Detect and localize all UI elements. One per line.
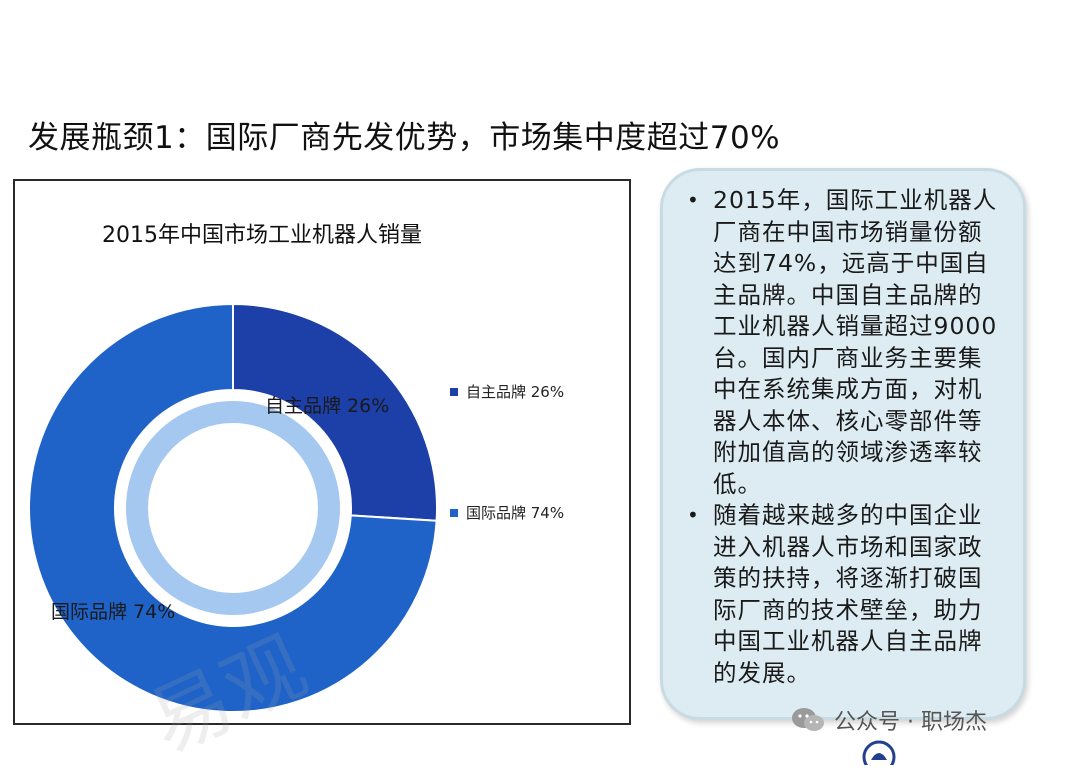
logo-icon xyxy=(862,740,896,765)
chart-container: 2015年中国市场工业机器人销量 易观 自主品牌 26% 国际品牌 74% 自主… xyxy=(13,179,631,771)
bullet-point: 随着越来越多的中国企业进入机器人市场和国家政策的扶持，将逐渐打破国际厂商的技术壁… xyxy=(685,500,1005,689)
footer-source-text: 公众号 · 职场杰 xyxy=(834,710,987,735)
legend-label: 自主品牌 26% xyxy=(466,383,565,401)
data-label-intl-brand: 国际品牌 74% xyxy=(51,601,176,623)
legend-item-own-brand: 自主品牌 26% xyxy=(450,381,564,402)
bullet-point: 2015年，国际工业机器人厂商在中国市场销量份额达到74%，远高于中国自主品牌。… xyxy=(685,185,1005,500)
summary-card: 2015年，国际工业机器人厂商在中国市场销量份额达到74%，远高于中国自主品牌。… xyxy=(660,168,1026,720)
legend-swatch xyxy=(450,387,458,396)
data-label-own-brand: 自主品牌 26% xyxy=(265,395,390,417)
donut-chart xyxy=(28,302,438,713)
donut-slice-intl-brand xyxy=(28,302,438,713)
chart-title: 2015年中国市场工业机器人销量 xyxy=(102,223,422,248)
legend-swatch xyxy=(450,508,458,517)
donut-slice-own-brand xyxy=(232,302,438,522)
legend-item-intl-brand: 国际品牌 74% xyxy=(450,502,564,523)
wechat-icon xyxy=(792,708,824,731)
footer-source: 公众号 · 职场杰 xyxy=(790,704,987,736)
slide-title: 发展瓶颈1：国际厂商先发优势，市场集中度超过70% xyxy=(28,120,781,156)
legend-label: 国际品牌 74% xyxy=(466,504,565,522)
donut-inner-ring xyxy=(126,401,340,615)
